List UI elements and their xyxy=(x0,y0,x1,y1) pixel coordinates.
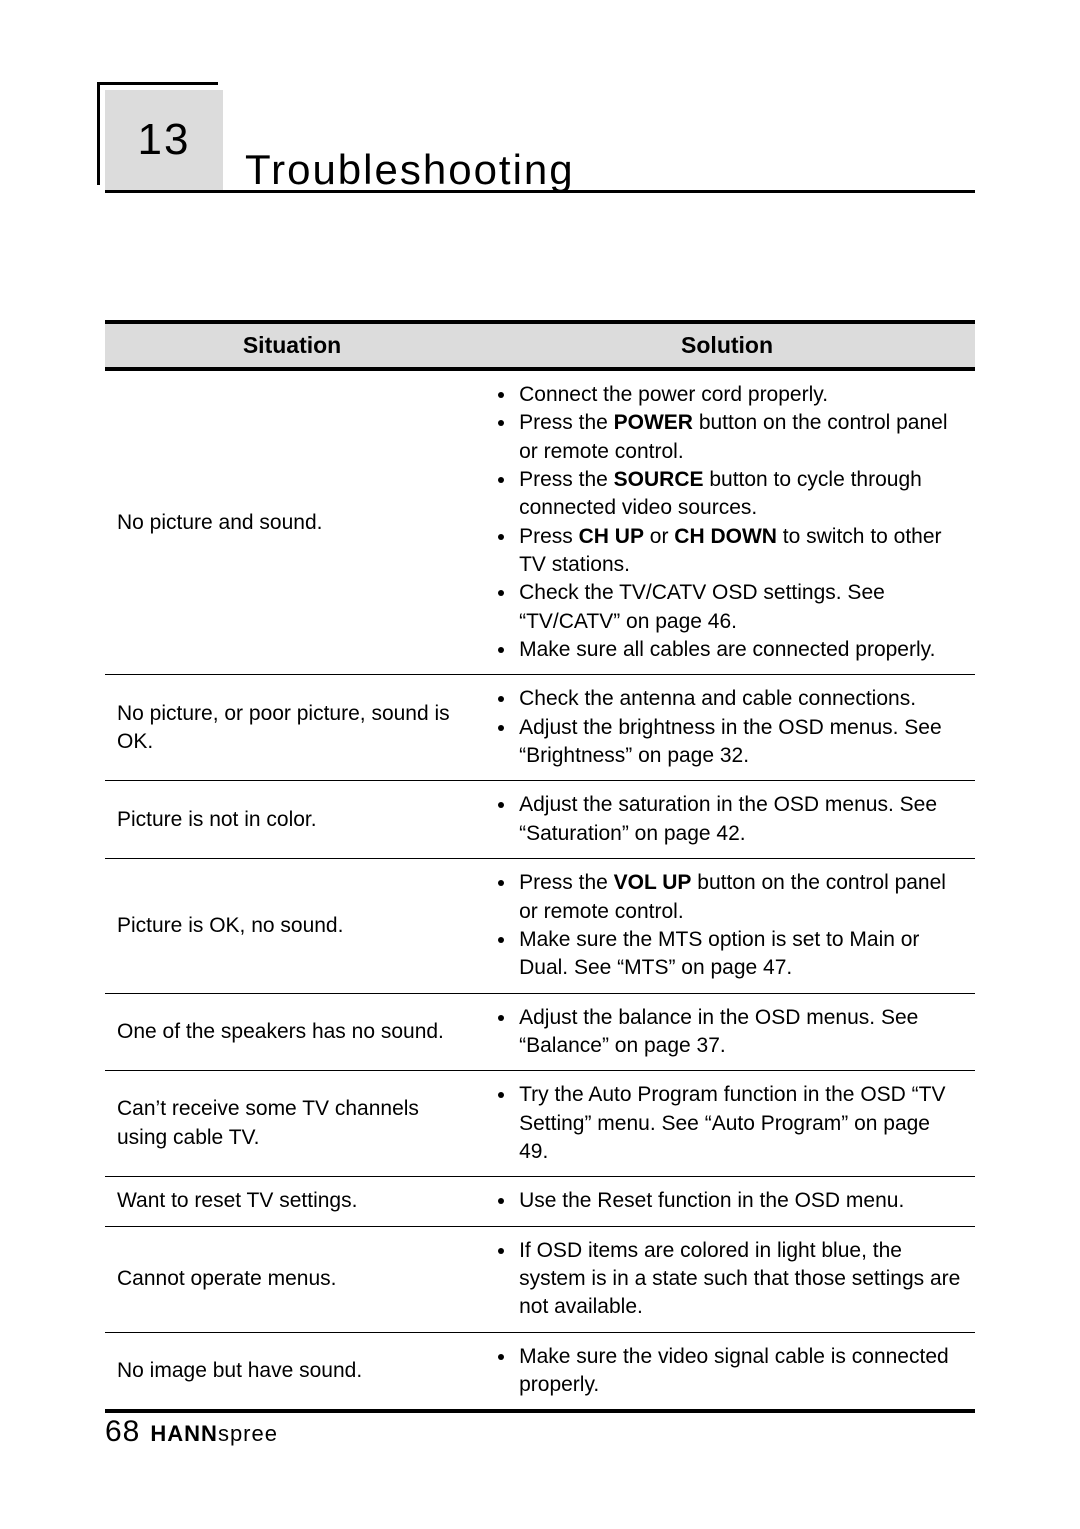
chapter-title: Troubleshooting xyxy=(245,146,575,194)
solution-list: If OSD items are colored in light blue, … xyxy=(491,1237,963,1322)
brand-logo: HANNspree xyxy=(150,1421,278,1447)
solution-list: Connect the power cord properly.Press th… xyxy=(491,381,963,664)
bold-text: POWER xyxy=(614,411,693,434)
situation-cell: No picture and sound. xyxy=(105,369,479,675)
page-footer: 68 HANNspree xyxy=(105,1415,278,1449)
table-body: No picture and sound.Connect the power c… xyxy=(105,369,975,1411)
table-row: No image but have sound. Make sure the vi… xyxy=(105,1332,975,1411)
table-row: No picture, or poor picture, sound is OK… xyxy=(105,675,975,781)
chapter-number-box: 13 xyxy=(105,90,223,190)
table-header-solution: Solution xyxy=(479,322,975,369)
solution-item: Check the TV/CATV OSD settings. See “TV/… xyxy=(517,579,963,636)
situation-cell: One of the speakers has no sound. xyxy=(105,993,479,1071)
solution-item: Make sure all cables are connected prope… xyxy=(517,636,963,664)
table-row: Picture is not in color. Adjust the satur… xyxy=(105,781,975,859)
table-row: Want to reset TV settings. Use the Reset … xyxy=(105,1177,975,1226)
solution-list: Make sure the video signal cable is conn… xyxy=(491,1343,963,1400)
solution-item: Adjust the balance in the OSD menus. See… xyxy=(517,1004,963,1061)
chapter-header: 13 Troubleshooting xyxy=(105,90,975,210)
table-row: Cannot operate menus. If OSD items are co… xyxy=(105,1226,975,1332)
troubleshooting-table: Situation Solution No picture and sound.… xyxy=(105,320,975,1413)
bold-text: CH UP xyxy=(579,525,644,548)
situation-cell: Cannot operate menus. xyxy=(105,1226,479,1332)
solution-item: Make sure the MTS option is set to Main … xyxy=(517,926,963,983)
solution-item: Adjust the saturation in the OSD menus. … xyxy=(517,791,963,848)
solution-list: Adjust the saturation in the OSD menus. … xyxy=(491,791,963,848)
solution-item: Connect the power cord properly. xyxy=(517,381,963,409)
solution-item: Adjust the brightness in the OSD menus. … xyxy=(517,714,963,771)
bold-text: VOL UP xyxy=(614,871,692,894)
solution-cell: Connect the power cord properly.Press th… xyxy=(479,369,975,675)
solution-item: Press the SOURCE button to cycle through… xyxy=(517,466,963,523)
solution-list: Press the VOL UP button on the control p… xyxy=(491,869,963,982)
table-row: No picture and sound.Connect the power c… xyxy=(105,369,975,675)
solution-cell: If OSD items are colored in light blue, … xyxy=(479,1226,975,1332)
solution-list: Check the antenna and cable connections.… xyxy=(491,685,963,770)
brand-bold: HANN xyxy=(150,1421,218,1446)
table-header-situation: Situation xyxy=(105,322,479,369)
chapter-underline xyxy=(105,190,975,193)
solution-cell: Check the antenna and cable connections.… xyxy=(479,675,975,781)
solution-cell: Use the Reset function in the OSD menu. xyxy=(479,1177,975,1226)
bold-text: CH DOWN xyxy=(674,525,777,548)
solution-list: Try the Auto Program function in the OSD… xyxy=(491,1081,963,1166)
solution-item: Press the POWER button on the control pa… xyxy=(517,409,963,466)
situation-cell: Picture is OK, no sound. xyxy=(105,859,479,993)
solution-list: Use the Reset function in the OSD menu. xyxy=(491,1187,963,1215)
table-row: Can’t receive some TV channels using cab… xyxy=(105,1071,975,1177)
situation-cell: No picture, or poor picture, sound is OK… xyxy=(105,675,479,781)
solution-cell: Adjust the saturation in the OSD menus. … xyxy=(479,781,975,859)
solution-item: Make sure the video signal cable is conn… xyxy=(517,1343,963,1400)
solution-cell: Try the Auto Program function in the OSD… xyxy=(479,1071,975,1177)
solution-cell: Press the VOL UP button on the control p… xyxy=(479,859,975,993)
situation-cell: Can’t receive some TV channels using cab… xyxy=(105,1071,479,1177)
situation-cell: Want to reset TV settings. xyxy=(105,1177,479,1226)
situation-cell: No image but have sound. xyxy=(105,1332,479,1411)
solution-item: If OSD items are colored in light blue, … xyxy=(517,1237,963,1322)
chapter-number: 13 xyxy=(138,115,191,165)
table-row: Picture is OK, no sound. Press the VOL UP… xyxy=(105,859,975,993)
solution-list: Adjust the balance in the OSD menus. See… xyxy=(491,1004,963,1061)
solution-item: Check the antenna and cable connections. xyxy=(517,685,963,713)
page-number: 68 xyxy=(105,1415,140,1449)
solution-item: Press CH UP or CH DOWN to switch to othe… xyxy=(517,523,963,580)
solution-item: Use the Reset function in the OSD menu. xyxy=(517,1187,963,1215)
situation-cell: Picture is not in color. xyxy=(105,781,479,859)
bold-text: SOURCE xyxy=(614,468,704,491)
table-row: One of the speakers has no sound. Adjust … xyxy=(105,993,975,1071)
solution-cell: Make sure the video signal cable is conn… xyxy=(479,1332,975,1411)
solution-item: Try the Auto Program function in the OSD… xyxy=(517,1081,963,1166)
solution-cell: Adjust the balance in the OSD menus. See… xyxy=(479,993,975,1071)
solution-item: Press the VOL UP button on the control p… xyxy=(517,869,963,926)
brand-light: spree xyxy=(218,1421,278,1446)
